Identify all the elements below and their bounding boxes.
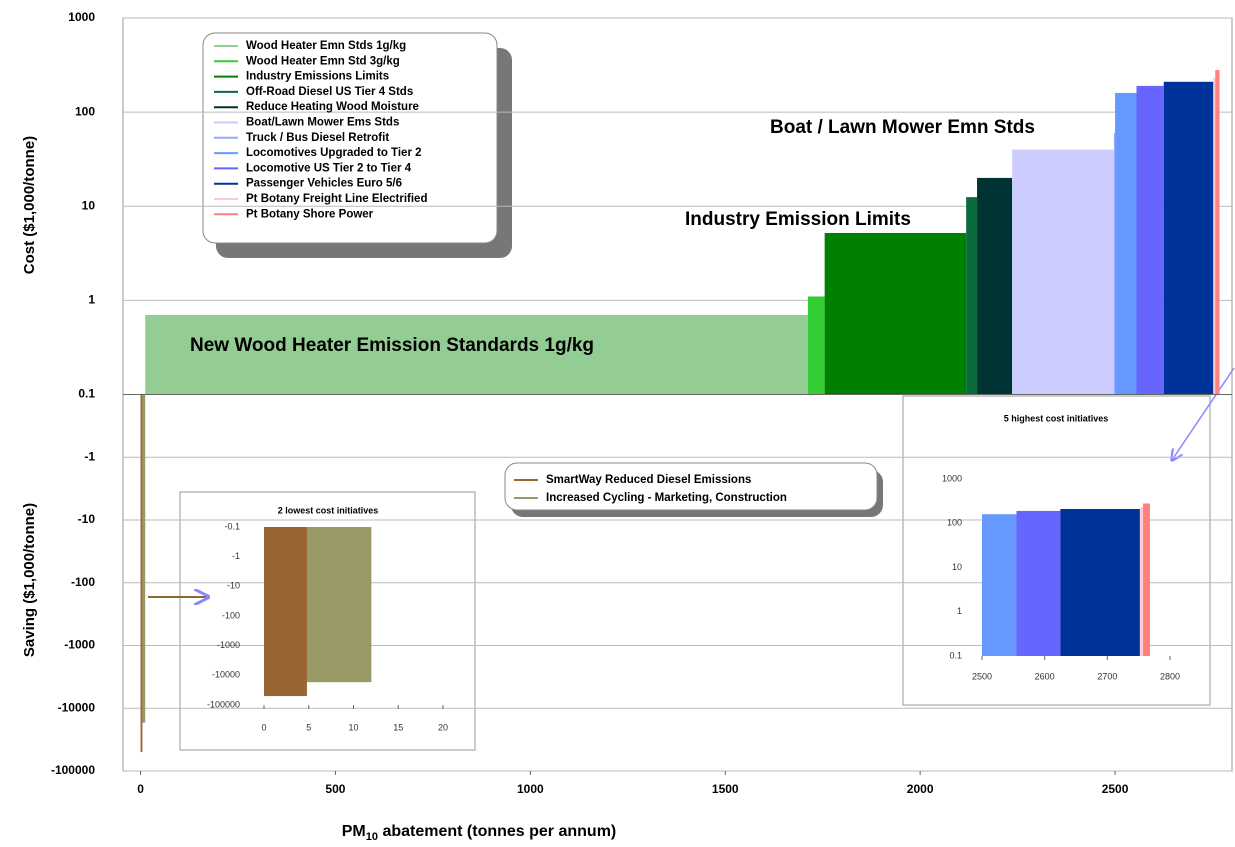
x-tick-label: 20 bbox=[438, 722, 448, 732]
annotation: New Wood Heater Emission Standards 1g/kg bbox=[190, 335, 594, 356]
y-tick-label: -10000 bbox=[58, 700, 96, 714]
x-tick-label: 0 bbox=[261, 722, 266, 732]
legend-label: Increased Cycling - Marketing, Construct… bbox=[546, 492, 787, 504]
bar bbox=[145, 314, 808, 395]
x-tick-label: 2500 bbox=[1102, 782, 1129, 796]
bar bbox=[1215, 70, 1220, 395]
bar bbox=[807, 296, 825, 395]
x-label-part: abatement (tonnes per annum) bbox=[378, 823, 616, 840]
annotation: Boat / Lawn Mower Emn Stds bbox=[770, 117, 1035, 138]
y-axis-label: Saving ($1,000/tonne) bbox=[21, 503, 38, 657]
x-label-part: PM bbox=[342, 823, 366, 840]
bar bbox=[977, 177, 1013, 395]
y-tick-label: -10 bbox=[78, 512, 96, 526]
bar bbox=[264, 527, 307, 697]
bar bbox=[1163, 81, 1214, 395]
legend-label: Locomotive US Tier 2 to Tier 4 bbox=[246, 162, 412, 174]
x-tick-label: 5 bbox=[306, 722, 311, 732]
y-tick-label: -1 bbox=[84, 449, 95, 463]
y-tick-label: -1 bbox=[232, 551, 240, 561]
y-tick-label: -0.1 bbox=[224, 521, 240, 531]
y-tick-label: 1 bbox=[957, 606, 962, 616]
y-tick-label: -100 bbox=[222, 610, 240, 620]
x-tick-label: 2700 bbox=[1097, 671, 1117, 681]
bar bbox=[1143, 503, 1150, 656]
y-tick-label: -1000 bbox=[64, 638, 95, 652]
bar bbox=[824, 232, 967, 395]
y-tick-label: 100 bbox=[75, 104, 95, 118]
bar bbox=[966, 197, 978, 395]
legend-label: SmartWay Reduced Diesel Emissions bbox=[546, 474, 751, 486]
legend bbox=[504, 462, 878, 511]
y-tick-label: 1000 bbox=[68, 10, 95, 24]
y-tick-label: -100000 bbox=[207, 699, 240, 709]
inset-title: 2 lowest cost initiatives bbox=[278, 505, 379, 515]
y-tick-label: -10 bbox=[227, 581, 240, 591]
legend bbox=[202, 32, 498, 244]
x-tick-label: 2600 bbox=[1035, 671, 1055, 681]
bar bbox=[142, 394, 146, 723]
bar bbox=[982, 514, 1017, 656]
callout-arrow bbox=[1172, 367, 1235, 460]
y-axis-label: Cost ($1,000/tonne) bbox=[21, 136, 38, 274]
legend-label: Pt Botany Shore Power bbox=[246, 208, 374, 220]
legend-label: Passenger Vehicles Euro 5/6 bbox=[246, 178, 402, 190]
y-tick-label: 1 bbox=[88, 293, 95, 307]
bar bbox=[306, 527, 372, 683]
x-tick-label: 2000 bbox=[907, 782, 934, 796]
bar bbox=[1136, 85, 1164, 395]
bar bbox=[1060, 508, 1140, 656]
bar bbox=[1113, 133, 1116, 395]
bar bbox=[1016, 510, 1061, 656]
x-tick-label: 15 bbox=[393, 722, 403, 732]
annotation: Industry Emission Limits bbox=[685, 209, 911, 230]
x-tick-label: 1000 bbox=[517, 782, 544, 796]
legend-label: Wood Heater Emn Stds 1g/kg bbox=[246, 40, 406, 52]
y-tick-label: 1000 bbox=[942, 473, 962, 483]
x-tick-label: 2800 bbox=[1160, 671, 1180, 681]
bar bbox=[1012, 149, 1114, 395]
x-tick-label: 500 bbox=[325, 782, 345, 796]
bar bbox=[1139, 507, 1144, 656]
y-tick-label: -100000 bbox=[51, 763, 95, 777]
legend-label: Reduce Heating Wood Moisture bbox=[246, 101, 419, 113]
bar bbox=[140, 394, 143, 753]
y-tick-label: 10 bbox=[952, 562, 962, 572]
legend-label: Boat/Lawn Mower Ems Stds bbox=[246, 117, 399, 129]
x-tick-label: 2500 bbox=[972, 671, 992, 681]
x-tick-label: 1500 bbox=[712, 782, 739, 796]
x-tick-label: 10 bbox=[348, 722, 358, 732]
x-axis-label: PM10 abatement (tonnes per annum) bbox=[342, 823, 617, 843]
y-tick-label: -1000 bbox=[217, 640, 240, 650]
legend-label: Truck / Bus Diesel Retrofit bbox=[246, 132, 389, 144]
bar bbox=[1213, 78, 1216, 395]
x-label-sub: 10 bbox=[366, 831, 378, 843]
legend-label: Locomotives Upgraded to Tier 2 bbox=[246, 147, 422, 159]
inset-title: 5 highest cost initiatives bbox=[1004, 413, 1109, 423]
y-tick-label: -100 bbox=[71, 575, 95, 589]
y-tick-label: -10000 bbox=[212, 670, 240, 680]
bar bbox=[1115, 92, 1137, 395]
legend-label: Wood Heater Emn Std 3g/kg bbox=[246, 55, 400, 67]
legend-label: Industry Emissions Limits bbox=[246, 71, 389, 83]
y-tick-label: 100 bbox=[947, 518, 962, 528]
legend-label: Off-Road Diesel US Tier 4 Stds bbox=[246, 86, 413, 98]
legend-label: Pt Botany Freight Line Electrified bbox=[246, 193, 427, 205]
y-tick-label: 0.1 bbox=[78, 387, 95, 401]
y-tick-label: 10 bbox=[82, 198, 96, 212]
y-tick-label: 0.1 bbox=[949, 650, 962, 660]
x-tick-label: 0 bbox=[137, 782, 144, 796]
